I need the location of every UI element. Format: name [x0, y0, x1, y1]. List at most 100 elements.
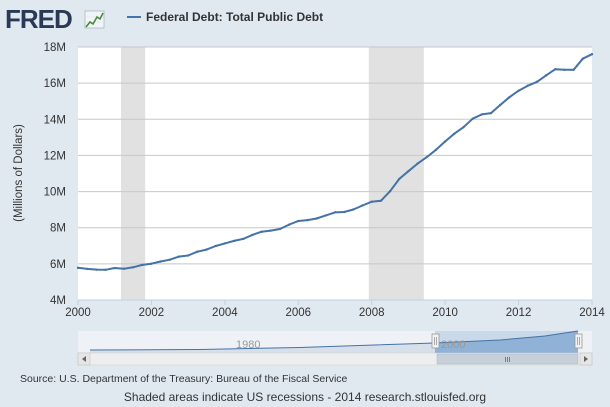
- data-point: [104, 268, 107, 272]
- data-point: [554, 68, 557, 71]
- navigator-handle-left[interactable]: [431, 333, 440, 349]
- data-point: [489, 111, 493, 115]
- data-point: [471, 117, 474, 120]
- y-tick-label: 10M: [44, 187, 66, 199]
- navigator[interactable]: 1980 2000: [78, 330, 592, 353]
- data-point: [269, 229, 272, 232]
- data-point: [581, 57, 585, 60]
- x-tick-label: 2000: [65, 307, 91, 319]
- data-point: [242, 237, 245, 241]
- y-axis-ticks: 4M 6M 8M 10M 12M 14M 16M 18M: [44, 42, 66, 307]
- data-point: [544, 74, 548, 77]
- data-point: [297, 219, 300, 223]
- fred-logo-graph-icon: [84, 10, 105, 29]
- data-point: [186, 254, 190, 257]
- data-point: [196, 250, 199, 253]
- data-point: [379, 199, 383, 202]
- data-point: [315, 217, 318, 220]
- data-point: [425, 155, 428, 159]
- x-tick-label: 2010: [432, 307, 458, 319]
- data-point: [177, 255, 181, 258]
- data-point: [122, 267, 126, 270]
- gridlines: [78, 46, 592, 265]
- data-point: [443, 140, 447, 143]
- data-point: [526, 84, 529, 87]
- navigator-line-right: [434, 330, 579, 344]
- data-point: [517, 89, 520, 92]
- data-point: [361, 204, 364, 207]
- data-point: [260, 230, 263, 233]
- data-point: [223, 242, 227, 245]
- legend[interactable]: Federal Debt: Total Public Debt: [127, 10, 323, 24]
- arrow-left-icon: [82, 356, 86, 362]
- data-point: [95, 268, 98, 271]
- x-tick-label: 2014: [579, 307, 605, 319]
- y-tick-label: 6M: [50, 259, 66, 271]
- recession-band-0: [120, 47, 146, 300]
- plot-area: [78, 47, 592, 300]
- data-point: [251, 233, 254, 237]
- navigator-line-left: [89, 342, 436, 351]
- data-point: [434, 148, 438, 152]
- data-point: [113, 266, 116, 270]
- scrollbar-right-arrow[interactable]: [579, 352, 593, 366]
- fred-logo-text: FRED: [5, 4, 72, 34]
- x-tick-label: 2012: [506, 307, 532, 319]
- data-point: [278, 227, 282, 231]
- data-point: [76, 266, 80, 270]
- recession-band-1: [368, 47, 424, 300]
- data-point: [407, 169, 410, 173]
- navigator-label-2000: 2000: [441, 339, 465, 351]
- navigator-area-left: [90, 343, 435, 353]
- data-point: [150, 262, 153, 265]
- data-point: [563, 68, 566, 71]
- data-point: [159, 260, 162, 263]
- scrollbar-thumb[interactable]: [436, 353, 579, 365]
- data-point: [324, 214, 328, 217]
- data-point: [141, 263, 144, 267]
- fred-logo[interactable]: FRED: [5, 4, 105, 34]
- data-point: [287, 223, 291, 226]
- data-point: [306, 218, 309, 222]
- navigator-handle-right[interactable]: [574, 333, 583, 349]
- legend-label: Federal Debt: Total Public Debt: [146, 10, 323, 24]
- data-point: [535, 80, 539, 84]
- y-tick-label: 18M: [44, 42, 66, 54]
- series-layer: [76, 53, 594, 272]
- data-point: [333, 211, 337, 214]
- y-axis-label: (Millions of Dollars): [13, 124, 25, 222]
- data-point: [480, 113, 484, 116]
- scrollbar[interactable]: III: [77, 352, 593, 366]
- data-point: [462, 126, 465, 129]
- x-axis-ticks: 2000 2002 2004 2006 2008 2010 2012 2014: [65, 300, 605, 319]
- data-point: [352, 208, 355, 211]
- y-tick-label: 8M: [50, 223, 66, 235]
- scrollbar-grip-icon: III: [505, 357, 511, 364]
- data-point: [398, 177, 401, 181]
- data-point: [572, 68, 575, 71]
- x-tick-label: 2004: [212, 307, 238, 319]
- data-point: [85, 267, 89, 271]
- data-point: [499, 103, 502, 107]
- arrow-right-icon: [584, 356, 588, 362]
- data-point: [131, 266, 135, 269]
- navigator-label-1980: 1980: [236, 339, 260, 351]
- data-point: [370, 200, 373, 203]
- data-point: [168, 258, 171, 261]
- data-point: [214, 244, 217, 248]
- x-tick-label: 2002: [139, 307, 165, 319]
- data-point: [416, 162, 419, 165]
- y-tick-label: 16M: [44, 78, 66, 90]
- footer-note: Shaded areas indicate US recessions - 20…: [123, 390, 487, 404]
- data-point: [590, 53, 594, 56]
- x-tick-label: 2006: [285, 307, 311, 319]
- data-point: [453, 132, 456, 135]
- scrollbar-left-arrow[interactable]: [77, 352, 91, 366]
- recession-bands: [120, 47, 424, 300]
- data-point: [388, 190, 392, 193]
- y-tick-label: 12M: [44, 150, 66, 162]
- data-point: [342, 210, 346, 214]
- y-tick-label: 4M: [50, 295, 66, 307]
- x-tick-label: 2008: [359, 307, 385, 319]
